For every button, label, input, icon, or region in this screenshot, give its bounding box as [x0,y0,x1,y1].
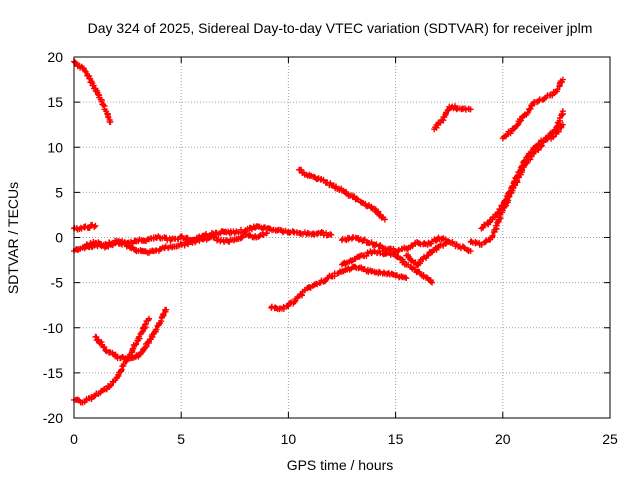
data-points [135,306,170,360]
series-arc-2 [71,221,99,233]
data-points [268,263,410,313]
x-tick-label: 0 [70,431,78,447]
y-axis-label: SDTVAR / TECUs [5,182,21,294]
y-tick-label: -15 [43,365,63,381]
series-arc-9 [296,166,388,223]
y-tick-label: -5 [51,275,64,291]
x-tick-label: 5 [177,431,185,447]
data-points [71,58,114,125]
series-arc-1 [71,58,114,125]
data-points [296,166,388,223]
series-arc-16 [478,108,566,232]
series-arc-12 [339,234,474,255]
data-points [403,238,453,268]
series-arc-13 [403,238,453,268]
series-arc-11 [339,248,436,286]
series-arc-10 [268,263,410,313]
axis-ticks: 0 5 10 15 20 25 -20 -15 -10 -5 0 5 10 15 20 [43,49,618,447]
data-points [499,76,566,142]
data-points [478,108,566,232]
chart-title: Day 324 of 2025, Sidereal Day-to-day VTE… [88,20,593,36]
data-points [81,229,270,256]
y-tick-label: 10 [47,139,63,155]
data-points [71,221,99,233]
y-tick-label: -10 [43,320,63,336]
y-tick-label: 20 [47,49,63,65]
series-arc-14 [431,103,474,133]
series-arc-4 [81,229,270,256]
series-arc-17 [499,76,566,142]
series-arc-7 [113,315,153,381]
x-tick-label: 20 [495,431,511,447]
data-points [431,103,474,133]
data-points [71,374,120,406]
data-points [339,234,474,255]
series-arc-8 [135,306,170,360]
y-tick-label: -20 [43,410,63,426]
data-points [339,248,436,286]
series-arc-5 [71,374,120,406]
x-axis-label: GPS time / hours [287,457,394,473]
y-tick-label: 5 [55,184,63,200]
data-points [113,315,153,381]
y-tick-label: 0 [55,230,63,246]
data-series [71,58,566,406]
x-tick-label: 25 [602,431,618,447]
y-tick-label: 15 [47,94,63,110]
x-tick-label: 15 [388,431,404,447]
x-tick-label: 10 [281,431,297,447]
